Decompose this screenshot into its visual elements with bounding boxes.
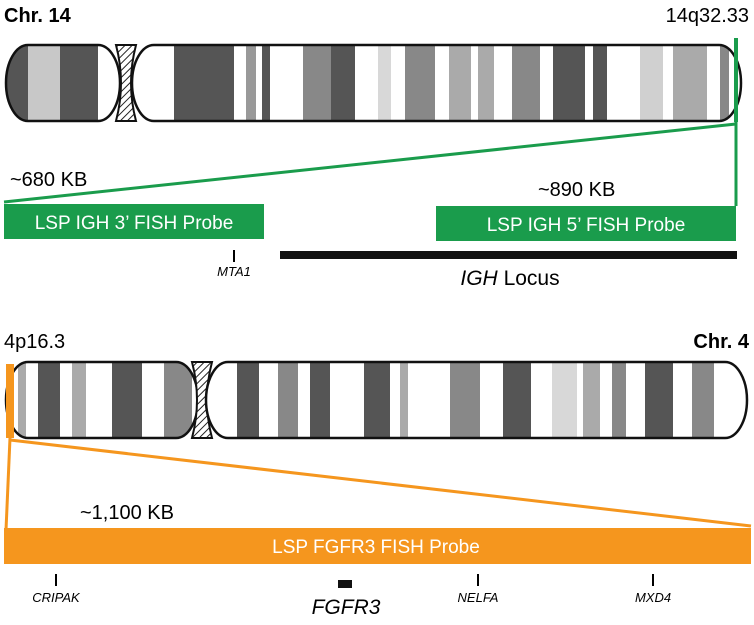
igh-locus-suffix: Locus — [498, 267, 560, 290]
chr14-probe3-size: ~680 KB — [10, 169, 87, 191]
chr14-probe5-size: ~890 KB — [538, 179, 615, 201]
cripak-label: CRIPAK — [32, 590, 81, 605]
chr4-title: Chr. 4 — [693, 331, 749, 353]
fgfr3-probe: LSP FGFR3 FISH Probe — [4, 528, 751, 564]
chr4-ideogram — [4, 360, 749, 440]
chr14-title: Chr. 14 — [4, 5, 72, 27]
chr4-probe-size: ~1,100 KB — [80, 502, 174, 524]
igh-3-probe-label: LSP IGH 3’ FISH Probe — [35, 213, 234, 234]
chr14-q-arm-outline — [130, 43, 743, 123]
mta1-label: MTA1 — [217, 264, 251, 279]
chr4-zoom-lines — [4, 364, 752, 531]
chr14-q-arm — [132, 45, 741, 121]
mxd4-label: MXD4 — [635, 590, 671, 605]
igh-5-probe: LSP IGH 5’ FISH Probe — [436, 206, 736, 241]
chr14-ideogram — [4, 43, 743, 123]
igh-locus-label: IGH Locus — [460, 267, 559, 290]
fgfr3-gene-mark — [338, 580, 352, 588]
fgfr3-gene-label: FGFR3 — [312, 596, 381, 619]
chr4-q-arm-outline — [204, 360, 749, 440]
chr4-band-label: 4p16.3 — [4, 331, 65, 353]
chr14-band-label: 14q32.33 — [666, 5, 749, 27]
igh-5-probe-label: LSP IGH 5’ FISH Probe — [487, 215, 686, 236]
chr4-q-arm — [206, 362, 747, 438]
igh-locus-gene: IGH — [460, 267, 498, 290]
igh-locus-bar — [280, 251, 737, 259]
nelfa-label: NELFA — [458, 590, 499, 605]
chr14-zoom-lines — [3, 38, 738, 206]
chr14-p-arm — [6, 45, 120, 121]
chr4-p-arm — [6, 362, 198, 438]
igh-3-probe: LSP IGH 3’ FISH Probe — [4, 204, 264, 239]
chr14-centromere — [114, 44, 138, 122]
fgfr3-probe-label: LSP FGFR3 FISH Probe — [272, 537, 480, 558]
